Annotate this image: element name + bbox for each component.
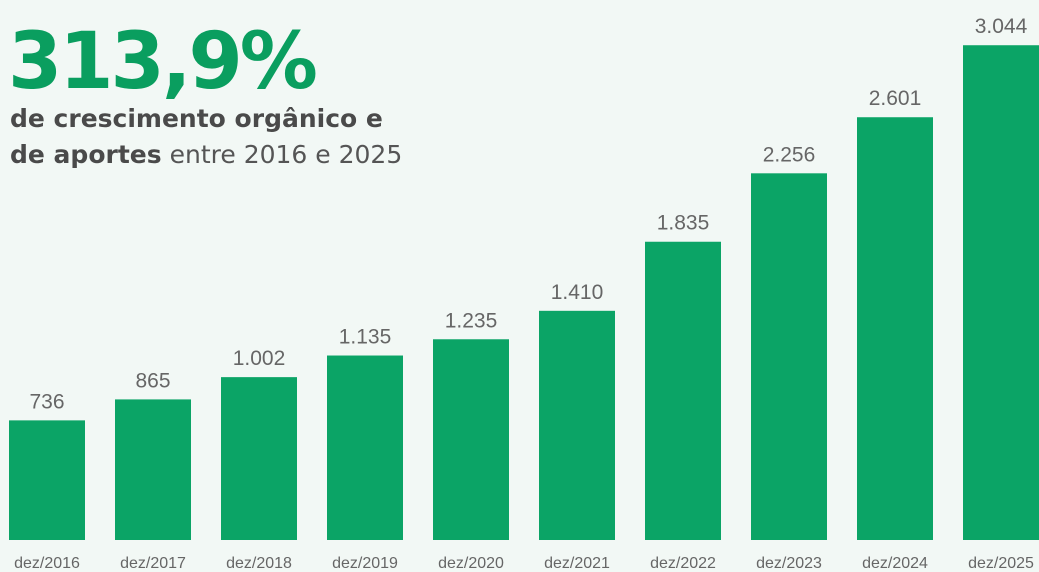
bar [645,241,721,540]
subtitle-bold: de aportes [10,140,162,169]
x-tick-label: dez/2020 [438,555,504,572]
value-label: 1.235 [445,309,498,332]
bar [963,45,1039,540]
value-label: 1.410 [551,281,604,304]
chart-title: 313,9% [8,17,316,107]
value-label: 1.002 [233,347,286,370]
value-label: 3.044 [975,15,1028,38]
x-tick-label: dez/2021 [544,555,610,572]
x-tick-label: dez/2023 [756,555,822,572]
value-label: 1.835 [657,212,710,235]
x-tick-label: dez/2022 [650,555,716,572]
value-label: 2.256 [763,143,816,166]
bar [857,117,933,540]
x-tick-label: dez/2018 [226,555,292,572]
subtitle-line: de aportes entre 2016 e 2025 [10,140,402,169]
x-tick-label: dez/2016 [14,555,80,572]
bar [327,355,403,540]
x-tick-label: dez/2019 [332,555,398,572]
x-tick-label: dez/2025 [968,555,1034,572]
bar [751,173,827,540]
value-label: 1.135 [339,326,392,349]
bar [433,339,509,540]
x-tick-label: dez/2024 [862,555,928,572]
bar [221,377,297,540]
value-label: 736 [29,390,64,413]
subtitle-regular: entre 2016 e 2025 [170,140,403,169]
value-label: 865 [135,369,170,392]
value-label: 2.601 [869,87,922,110]
x-tick-label: dez/2017 [120,555,186,572]
bar [115,399,191,540]
subtitle-line: de crescimento orgânico e [10,104,383,133]
bar [539,310,615,540]
bar [9,420,85,540]
